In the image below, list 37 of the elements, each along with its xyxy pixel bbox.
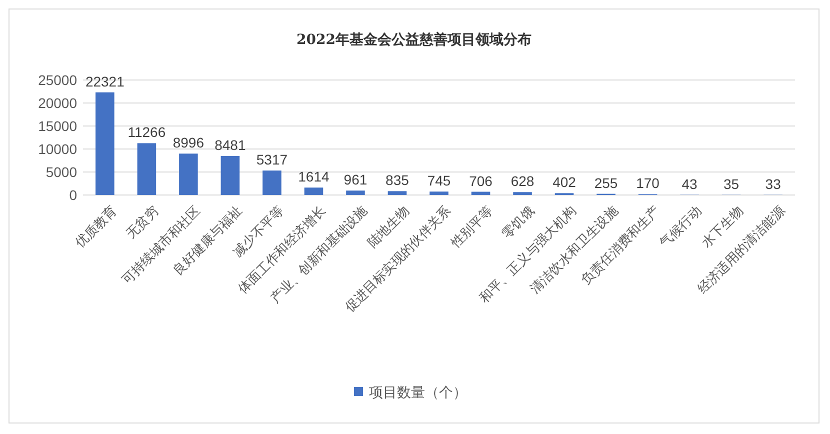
data-label: 5317 <box>256 152 288 168</box>
legend-label: 项目数量（个） <box>369 384 467 401</box>
data-label: 35 <box>724 176 740 192</box>
data-label: 1614 <box>298 168 330 185</box>
bar <box>430 192 448 195</box>
y-tick-label: 5000 <box>46 164 78 180</box>
chart-title: 2022年基金会公益慈善项目领域分布 <box>296 31 532 48</box>
data-label: 706 <box>469 172 493 189</box>
y-tick-label: 25000 <box>38 72 78 88</box>
data-label: 33 <box>765 176 782 192</box>
data-label: 170 <box>636 175 660 192</box>
data-label: 835 <box>386 172 410 188</box>
bar <box>179 154 198 195</box>
y-tick-label: 15000 <box>38 118 78 134</box>
bar <box>262 170 282 195</box>
bar <box>220 156 240 195</box>
y-tick-label: 0 <box>69 186 78 203</box>
bar <box>96 92 114 195</box>
data-label: 43 <box>682 176 698 192</box>
data-label: 628 <box>510 173 534 190</box>
data-label: 961 <box>344 172 368 188</box>
data-label: 11266 <box>128 124 166 140</box>
bar <box>304 188 324 195</box>
data-label: 8996 <box>172 134 204 151</box>
y-tick-label: 10000 <box>38 140 78 157</box>
bar <box>388 191 407 195</box>
data-label: 255 <box>594 174 618 191</box>
bar <box>137 143 156 195</box>
x-tick-label: 优质教育 <box>72 202 120 252</box>
data-label: 402 <box>552 174 576 190</box>
bar <box>513 192 532 195</box>
bar <box>346 190 365 195</box>
bar <box>471 192 490 195</box>
y-tick-label: 20000 <box>38 94 78 111</box>
data-label: 745 <box>427 172 451 189</box>
data-label: 22321 <box>85 73 125 90</box>
data-label: 8481 <box>214 136 246 153</box>
